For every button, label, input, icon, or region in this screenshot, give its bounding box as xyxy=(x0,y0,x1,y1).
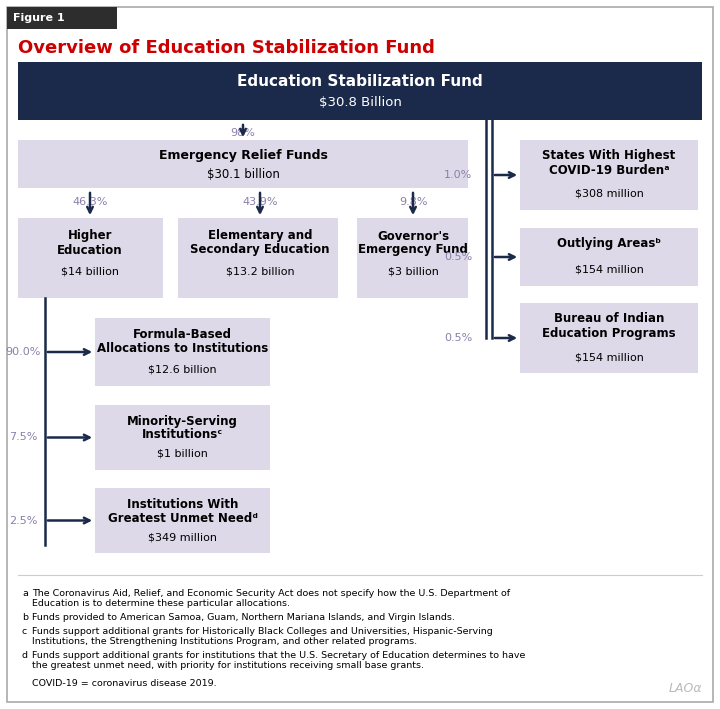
Text: Education Stabilization Fund: Education Stabilization Fund xyxy=(237,74,483,89)
Text: $154 million: $154 million xyxy=(575,352,644,362)
Text: Funds support additional grants for institutions that the U.S. Secretary of Educ: Funds support additional grants for inst… xyxy=(32,650,526,659)
Text: Emergency Fund: Emergency Fund xyxy=(358,243,468,257)
Text: $30.1 billion: $30.1 billion xyxy=(207,167,279,181)
Text: Elementary and: Elementary and xyxy=(208,230,312,242)
Text: 46.3%: 46.3% xyxy=(72,197,108,207)
Text: $13.2 billion: $13.2 billion xyxy=(225,267,294,277)
Bar xyxy=(178,218,338,298)
Text: $154 million: $154 million xyxy=(575,265,644,275)
Text: Greatest Unmet Needᵈ: Greatest Unmet Needᵈ xyxy=(107,511,258,525)
Text: Institutions, the Strengthening Institutions Program, and other related programs: Institutions, the Strengthening Institut… xyxy=(32,637,417,646)
Text: Emergency Relief Funds: Emergency Relief Funds xyxy=(158,150,328,162)
Bar xyxy=(520,228,698,286)
Text: Institutionsᶜ: Institutionsᶜ xyxy=(142,428,223,442)
Text: 2.5%: 2.5% xyxy=(9,515,37,525)
Text: $1 billion: $1 billion xyxy=(157,449,208,459)
Text: The Coronavirus Aid, Relief, and Economic Security Act does not specify how the : The Coronavirus Aid, Relief, and Economi… xyxy=(32,589,510,598)
Text: d: d xyxy=(22,650,28,659)
Text: COVID-19 = coronavirus disease 2019.: COVID-19 = coronavirus disease 2019. xyxy=(32,679,217,688)
Text: Education: Education xyxy=(57,243,123,257)
Text: Governor's: Governor's xyxy=(377,230,449,242)
Bar xyxy=(95,488,270,553)
Text: 43.9%: 43.9% xyxy=(242,197,278,207)
Text: 0.5%: 0.5% xyxy=(444,333,472,343)
Text: $349 million: $349 million xyxy=(148,532,217,542)
Text: b: b xyxy=(22,613,28,622)
Text: 7.5%: 7.5% xyxy=(9,432,37,442)
Text: 9.8%: 9.8% xyxy=(399,197,427,207)
Text: Minority-Serving: Minority-Serving xyxy=(127,415,238,428)
Text: $14 billion: $14 billion xyxy=(61,267,119,277)
Text: Allocations to Institutions: Allocations to Institutions xyxy=(97,342,268,354)
Text: Figure 1: Figure 1 xyxy=(13,13,65,23)
Bar xyxy=(357,218,468,298)
Text: 0.5%: 0.5% xyxy=(444,252,472,262)
Text: $308 million: $308 million xyxy=(575,189,644,199)
Text: $12.6 billion: $12.6 billion xyxy=(148,365,217,375)
Bar xyxy=(18,140,468,188)
Text: 98%: 98% xyxy=(230,128,256,138)
Text: Education is to determine these particular allocations.: Education is to determine these particul… xyxy=(32,600,290,608)
Bar xyxy=(520,140,698,210)
Text: Education Programs: Education Programs xyxy=(542,327,676,340)
Text: Higher: Higher xyxy=(68,230,112,242)
Text: Bureau of Indian: Bureau of Indian xyxy=(554,313,664,325)
Text: Institutions With: Institutions With xyxy=(127,498,238,510)
Text: Funds provided to American Samoa, Guam, Northern Mariana Islands, and Virgin Isl: Funds provided to American Samoa, Guam, … xyxy=(32,613,455,622)
Text: the greatest unmet need, with priority for institutions receiving small base gra: the greatest unmet need, with priority f… xyxy=(32,661,424,670)
Text: c: c xyxy=(22,627,27,635)
Text: Secondary Education: Secondary Education xyxy=(190,243,330,257)
Text: a: a xyxy=(22,589,28,598)
Text: COVID-19 Burdenᵃ: COVID-19 Burdenᵃ xyxy=(549,164,670,177)
Text: LAOα: LAOα xyxy=(668,682,702,695)
Bar xyxy=(18,62,702,120)
Bar xyxy=(95,318,270,386)
Bar xyxy=(18,218,163,298)
Text: $30.8 Billion: $30.8 Billion xyxy=(318,96,402,108)
Bar xyxy=(95,405,270,470)
Text: $3 billion: $3 billion xyxy=(387,267,438,277)
Text: Funds support additional grants for Historically Black Colleges and Universities: Funds support additional grants for Hist… xyxy=(32,627,492,635)
Text: 1.0%: 1.0% xyxy=(444,170,472,180)
Text: 90.0%: 90.0% xyxy=(5,347,41,357)
Text: Outlying Areasᵇ: Outlying Areasᵇ xyxy=(557,238,661,250)
Bar xyxy=(7,7,117,29)
Text: Overview of Education Stabilization Fund: Overview of Education Stabilization Fund xyxy=(18,39,435,57)
Text: States With Highest: States With Highest xyxy=(542,150,675,162)
Bar xyxy=(520,303,698,373)
Text: Formula-Based: Formula-Based xyxy=(133,328,232,340)
